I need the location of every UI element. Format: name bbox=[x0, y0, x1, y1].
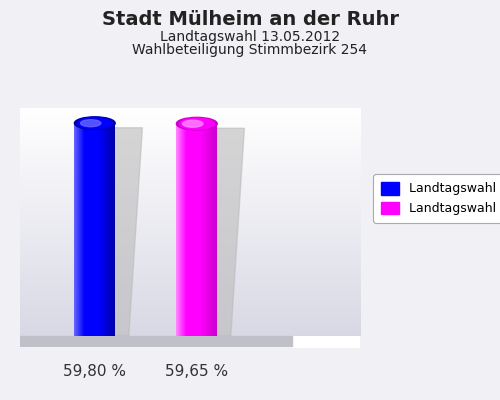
Ellipse shape bbox=[180, 118, 214, 129]
Ellipse shape bbox=[80, 120, 101, 127]
Ellipse shape bbox=[182, 120, 203, 127]
Text: Wahlbeteiligung Stimmbezirk 254: Wahlbeteiligung Stimmbezirk 254 bbox=[132, 43, 368, 57]
Ellipse shape bbox=[176, 117, 217, 130]
Text: Stadt Mülheim an der Ruhr: Stadt Mülheim an der Ruhr bbox=[102, 10, 399, 29]
Legend: Landtagswahl 2012, Landtagswahl 2010: Landtagswahl 2012, Landtagswahl 2010 bbox=[373, 174, 500, 223]
Polygon shape bbox=[88, 128, 142, 336]
Bar bbox=[3, 336, 292, 346]
Ellipse shape bbox=[74, 117, 115, 130]
Polygon shape bbox=[190, 128, 244, 336]
Text: Landtagswahl 13.05.2012: Landtagswahl 13.05.2012 bbox=[160, 30, 340, 44]
Ellipse shape bbox=[78, 118, 112, 129]
